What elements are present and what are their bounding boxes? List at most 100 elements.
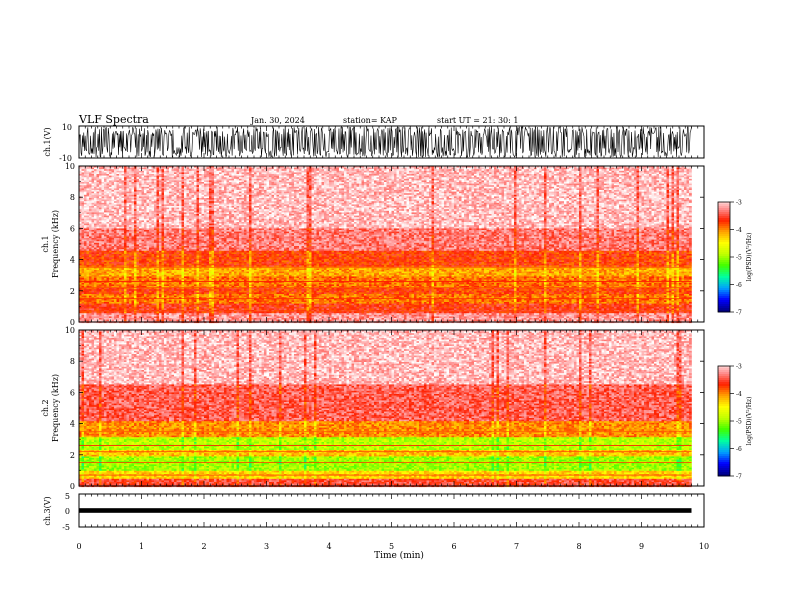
spec1-cell (96, 212, 100, 215)
spec1-cell (114, 217, 117, 220)
spec1-cell (99, 311, 102, 314)
spec1-cell (91, 202, 95, 205)
spec1-cell (84, 279, 87, 282)
spec1-cell (86, 186, 90, 189)
spec1-cell (109, 170, 112, 173)
spec1-cell (84, 220, 87, 223)
spec1-cell (81, 279, 85, 282)
spec1-cell (89, 209, 92, 212)
spec1-cell (99, 306, 102, 309)
spec1-cell (114, 276, 117, 279)
spec1-cell (79, 210, 82, 213)
spec1-cell (126, 194, 130, 197)
spec1-cell (89, 198, 92, 200)
spec1-cell (81, 166, 85, 168)
spec1-cell (121, 217, 125, 220)
spec1-cell (86, 257, 90, 260)
spec1-cell (109, 278, 112, 280)
spec1-cell (96, 183, 100, 186)
spec1-cell (91, 302, 95, 304)
spec1-cell (129, 225, 132, 228)
spec1-cell (106, 174, 110, 176)
spec1-cell (96, 262, 100, 264)
spec1-cell (86, 223, 90, 226)
spec1-cell (129, 236, 132, 239)
spec1-cell (81, 236, 85, 239)
spec1-cell (89, 170, 92, 173)
spec1-cell (109, 201, 112, 204)
spec1-cell (99, 290, 102, 293)
spec1-cell (99, 313, 102, 316)
spec1-cell (114, 199, 117, 202)
spec1-cell (106, 250, 110, 253)
spec1-cell (79, 198, 82, 200)
spec1-cell (114, 271, 117, 274)
spec1-cell (94, 198, 97, 200)
spec1-cell (119, 241, 122, 244)
spec1-cell (96, 265, 100, 268)
spec1-cell (106, 201, 110, 204)
spec1-cell (114, 281, 117, 284)
spec1-cell (116, 314, 120, 317)
spec1-cell (89, 262, 92, 264)
spec1-cell (81, 300, 85, 303)
spec1-cell (121, 170, 125, 173)
spec1-cell (124, 209, 127, 212)
spec1-cell (109, 186, 112, 189)
spec1-cell (99, 294, 102, 296)
spec1-cell (114, 186, 117, 189)
spec1-cell (81, 225, 85, 228)
spec1-cell (129, 274, 132, 277)
spec1-cell (109, 230, 112, 232)
spec1-cell (99, 263, 102, 266)
spec1-cell (91, 294, 95, 296)
spec1-cell (106, 255, 110, 258)
spec1-cell (126, 252, 130, 255)
spec1-cell (101, 228, 105, 231)
spec1-cell (81, 318, 85, 320)
spec1-cell (106, 287, 110, 290)
spec1-cell (111, 242, 115, 245)
spec1-cell (106, 316, 110, 319)
spec1-cell (109, 215, 112, 218)
spec1-cell (106, 262, 110, 264)
spec1-cell (79, 191, 82, 194)
spec1-cell (104, 250, 107, 253)
spec1-cell (104, 257, 107, 260)
spec1-cell (109, 273, 112, 276)
spec1-cell (104, 204, 107, 207)
spec1-cell (124, 281, 127, 284)
spec1-cell (101, 196, 105, 199)
spec1-cell (119, 263, 122, 266)
spec1-cell (89, 252, 92, 255)
spec1-cell (114, 300, 117, 303)
spec1-cell (126, 282, 130, 285)
spec1-cell (121, 210, 125, 213)
spec1-cell (104, 306, 107, 309)
spec1-cell (106, 314, 110, 317)
spec1-cell (101, 270, 105, 272)
spec1-cell (126, 217, 130, 220)
spec1-cell (116, 226, 120, 229)
spec1-cell (86, 250, 90, 253)
spec1-cell (104, 183, 107, 186)
spec1-cell (81, 249, 85, 252)
spec1-cell (101, 239, 105, 242)
spec1-cell (91, 250, 95, 253)
spec1-cell (96, 249, 100, 252)
spec1-cell (104, 319, 107, 322)
spec1-cell (96, 210, 100, 213)
spec1-cell (86, 273, 90, 276)
spec1-cell (89, 303, 92, 306)
spec1-cell (86, 246, 90, 248)
spec1-cell (104, 313, 107, 316)
spec1-cell (124, 316, 127, 319)
spec1-cell (129, 222, 132, 224)
spec1-cell (126, 222, 130, 224)
spec1-cell (124, 306, 127, 309)
ch1-ytick-bottom: -10 (59, 154, 72, 163)
spec1-cell (126, 230, 130, 232)
spec1-cell (96, 218, 100, 221)
spec1-cell (89, 254, 92, 256)
spec1-cell (79, 193, 82, 196)
